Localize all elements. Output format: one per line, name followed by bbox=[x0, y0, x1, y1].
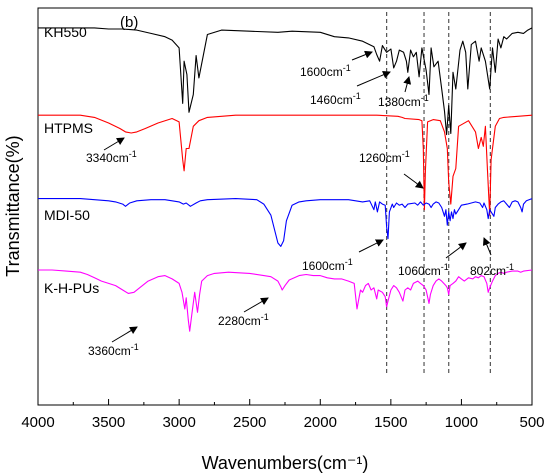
series-label: K-H-PUs bbox=[44, 280, 99, 296]
series-line bbox=[38, 198, 533, 247]
series-label: MDI-50 bbox=[44, 207, 90, 223]
series-labels: KH550 HTPMS MDI-50 K-H-PUs bbox=[44, 24, 99, 296]
annotation-arrow bbox=[351, 50, 373, 61]
series-line bbox=[38, 114, 533, 216]
x-tick-label: 2500 bbox=[233, 414, 266, 431]
annotation-arrow bbox=[103, 137, 125, 151]
annotations: 1600cm-1 1460cm-1 1380cm-1 3340cm-1 1260cm-1… bbox=[86, 50, 514, 358]
x-tick-label: 4000 bbox=[21, 414, 54, 431]
x-axis-title: Wavenumbers(cm⁻¹) bbox=[202, 453, 369, 473]
annotation-label: 1060cm-1 bbox=[398, 262, 449, 278]
annotation-label: 1600cm-1 bbox=[302, 257, 353, 273]
annotation-arrow bbox=[358, 239, 384, 253]
annotation-arrow bbox=[445, 242, 467, 259]
annotation-arrow bbox=[482, 237, 492, 256]
x-tick-label: 1000 bbox=[445, 414, 478, 431]
series-line bbox=[38, 269, 533, 332]
x-tick-label: 1500 bbox=[374, 414, 407, 431]
annotation-label: 802cm-1 bbox=[470, 262, 514, 278]
x-axis: 4000 3500 3000 2500 2000 1500 1000 500 bbox=[21, 399, 545, 431]
annotation-arrow bbox=[403, 76, 412, 93]
y-axis-title: Transmittance(%) bbox=[3, 135, 23, 276]
x-tick-label: 500 bbox=[519, 414, 544, 431]
panel-label: (b) bbox=[120, 14, 138, 31]
series-label: HTPMS bbox=[44, 120, 93, 136]
annotation-label: 1260cm-1 bbox=[359, 149, 410, 165]
annotation-arrow bbox=[243, 297, 269, 313]
annotation-label: 3340cm-1 bbox=[86, 149, 137, 165]
annotation-arrow bbox=[403, 173, 424, 189]
annotation-label: 3360cm-1 bbox=[88, 342, 139, 358]
annotation-arrow bbox=[111, 326, 138, 343]
annotation-label: 2280cm-1 bbox=[218, 312, 269, 328]
annotation-arrow bbox=[356, 71, 391, 87]
series-label: KH550 bbox=[44, 24, 87, 40]
x-tick-label: 2000 bbox=[304, 414, 337, 431]
x-tick-label: 3500 bbox=[92, 414, 125, 431]
series-line bbox=[38, 27, 533, 136]
annotation-label: 1600cm-1 bbox=[300, 63, 351, 79]
series-layer bbox=[38, 27, 533, 332]
x-tick-label: 3000 bbox=[162, 414, 195, 431]
annotation-label: 1380cm-1 bbox=[378, 93, 429, 109]
annotation-label: 1460cm-1 bbox=[310, 91, 361, 107]
